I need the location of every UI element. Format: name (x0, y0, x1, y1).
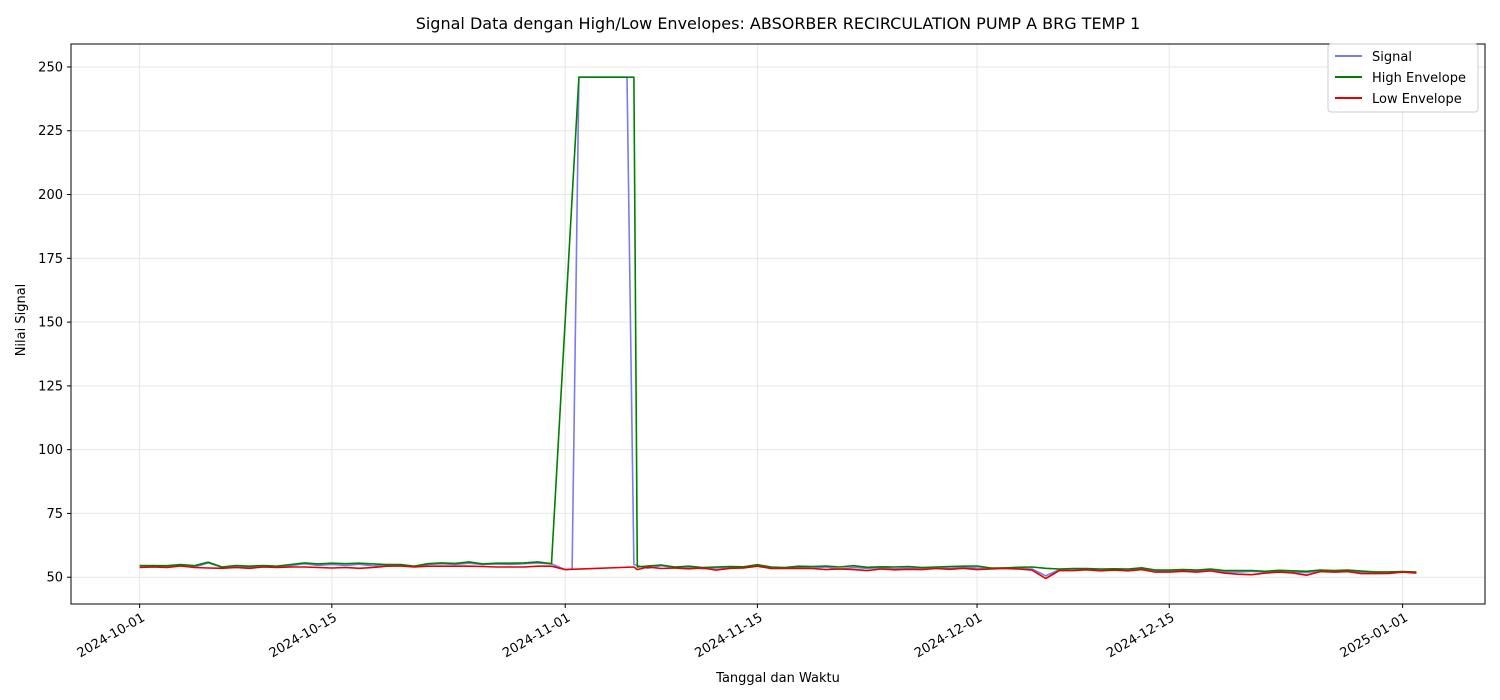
chart-title: Signal Data dengan High/Low Envelopes: A… (416, 14, 1141, 33)
y-tick-label: 250 (38, 60, 63, 75)
legend-label-low-envelope: Low Envelope (1372, 92, 1462, 107)
grid (71, 44, 1485, 604)
plot-frame (70, 43, 1486, 605)
y-tick-label: 75 (46, 507, 63, 522)
x-axis-label: Tanggal dan Waktu (715, 671, 840, 686)
y-tick-label: 125 (38, 379, 63, 394)
series-line-high-envelope (139, 76, 1417, 573)
legend-label-high-envelope: High Envelope (1372, 71, 1466, 86)
y-axis-label: Nilai Signal (14, 284, 29, 357)
legend: Signal High Envelope Low Envelope (1327, 43, 1479, 113)
y-tick-label: 200 (38, 188, 63, 203)
y-tick-label: 100 (38, 443, 63, 458)
legend-box (1327, 43, 1479, 113)
y-tick-label: 150 (38, 316, 63, 331)
series-line-low-envelope (139, 565, 1417, 580)
y-axis: 50 75 100 125 150 175 200 225 250 (38, 60, 71, 586)
y-tick-label: 225 (38, 124, 63, 139)
y-tick-label: 175 (38, 252, 63, 267)
series-layer (139, 76, 1417, 580)
legend-label-signal: Signal (1372, 50, 1412, 65)
y-tick-label: 50 (46, 571, 63, 586)
